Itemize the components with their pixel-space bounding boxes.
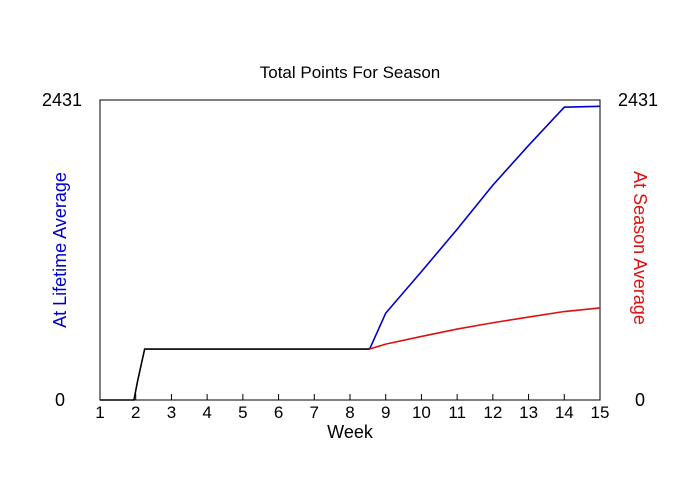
- y-right-min-label: 0: [635, 390, 645, 410]
- y-axis-label-left: At Lifetime Average: [50, 172, 70, 328]
- plot-frame: [99, 99, 601, 401]
- x-tick-label: 7: [310, 403, 319, 422]
- x-tick-label: 14: [555, 403, 574, 422]
- x-axis-ticks: 1 2 3 4 5 6 7 8 9 10 11 12 13 14 15: [95, 394, 609, 422]
- y-right-max-label: 2431: [618, 90, 658, 110]
- x-tick-label: 3: [167, 403, 176, 422]
- chart-title: Total Points For Season: [260, 63, 440, 82]
- x-tick-label: 10: [412, 403, 431, 422]
- x-axis-label: Week: [327, 422, 374, 442]
- x-tick-label: 6: [274, 403, 283, 422]
- x-tick-label: 1: [95, 403, 104, 422]
- x-tick-label: 8: [345, 403, 354, 422]
- x-tick-label: 12: [483, 403, 502, 422]
- x-tick-label: 9: [381, 403, 390, 422]
- series-line-season: [369, 307, 601, 350]
- x-tick-label: 4: [202, 403, 211, 422]
- series-line-actual: [100, 348, 370, 401]
- series-lines: [100, 105, 601, 401]
- y-left-min-label: 0: [55, 390, 65, 410]
- series-line-lifetime: [368, 105, 601, 350]
- x-tick-label: 2: [131, 403, 140, 422]
- x-tick-label: 15: [591, 403, 610, 422]
- x-tick-label: 5: [238, 403, 247, 422]
- y-left-max-label: 2431: [42, 90, 82, 110]
- y-axis-label-right: At Season Average: [630, 171, 650, 325]
- x-tick-label: 11: [448, 403, 466, 422]
- x-tick-label: 13: [519, 403, 538, 422]
